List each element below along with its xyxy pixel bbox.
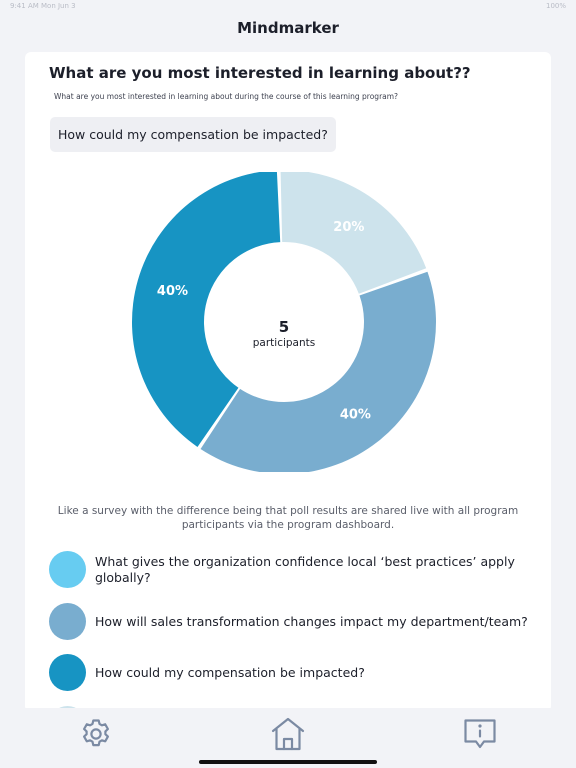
status-time: 9:41 AM Mon Jun 3	[10, 2, 76, 10]
slice-label: 40%	[157, 284, 188, 299]
donut-slice	[132, 172, 281, 447]
poll-card: What are you most interested in learning…	[25, 52, 551, 712]
legend-swatch	[49, 654, 86, 691]
gear-icon	[83, 719, 109, 747]
selected-answer-chip[interactable]: How could my compensation be impacted?	[50, 117, 336, 152]
question-description: What are you most interested in learning…	[54, 92, 399, 101]
slices-layer	[132, 172, 437, 472]
home-tab[interactable]	[268, 714, 308, 754]
participant-count: 5	[279, 318, 289, 336]
legend-label: What gives the organization confidence l…	[95, 554, 515, 585]
poll-explanation: Like a survey with the difference being …	[57, 505, 519, 531]
labels-layer: 20% 40% 40%	[157, 220, 371, 423]
donut-slice	[280, 172, 427, 294]
question-title: What are you most interested in learning…	[49, 64, 471, 82]
legend-item[interactable]: How will sales transformation changes im…	[49, 602, 529, 642]
legend-label: How will sales transformation changes im…	[95, 614, 528, 629]
status-bar: 9:41 AM Mon Jun 3 100%	[0, 0, 576, 14]
info-message-icon	[464, 719, 496, 749]
legend-item[interactable]: What gives the organization confidence l…	[49, 550, 529, 590]
home-indicator	[199, 760, 377, 764]
battery-status: 100%	[545, 2, 566, 10]
legend-item[interactable]: How could my compensation be impacted?	[49, 653, 529, 693]
info-tab[interactable]	[460, 714, 500, 754]
slice-label: 40%	[340, 407, 371, 422]
legend-swatch	[49, 551, 86, 588]
slice-label: 20%	[333, 220, 364, 235]
home-icon	[271, 717, 305, 751]
settings-tab[interactable]	[76, 714, 116, 754]
tab-bar	[0, 708, 576, 768]
donut-slice	[200, 271, 437, 472]
donut-chart-svg: 20% 40% 40% 5 participants	[132, 172, 437, 472]
participant-label: participants	[253, 337, 315, 349]
app-title: Mindmarker	[237, 19, 339, 37]
legend-swatch	[49, 603, 86, 640]
donut-chart: 20% 40% 40% 5 participants	[126, 172, 438, 472]
legend-label: How could my compensation be impacted?	[95, 665, 365, 680]
